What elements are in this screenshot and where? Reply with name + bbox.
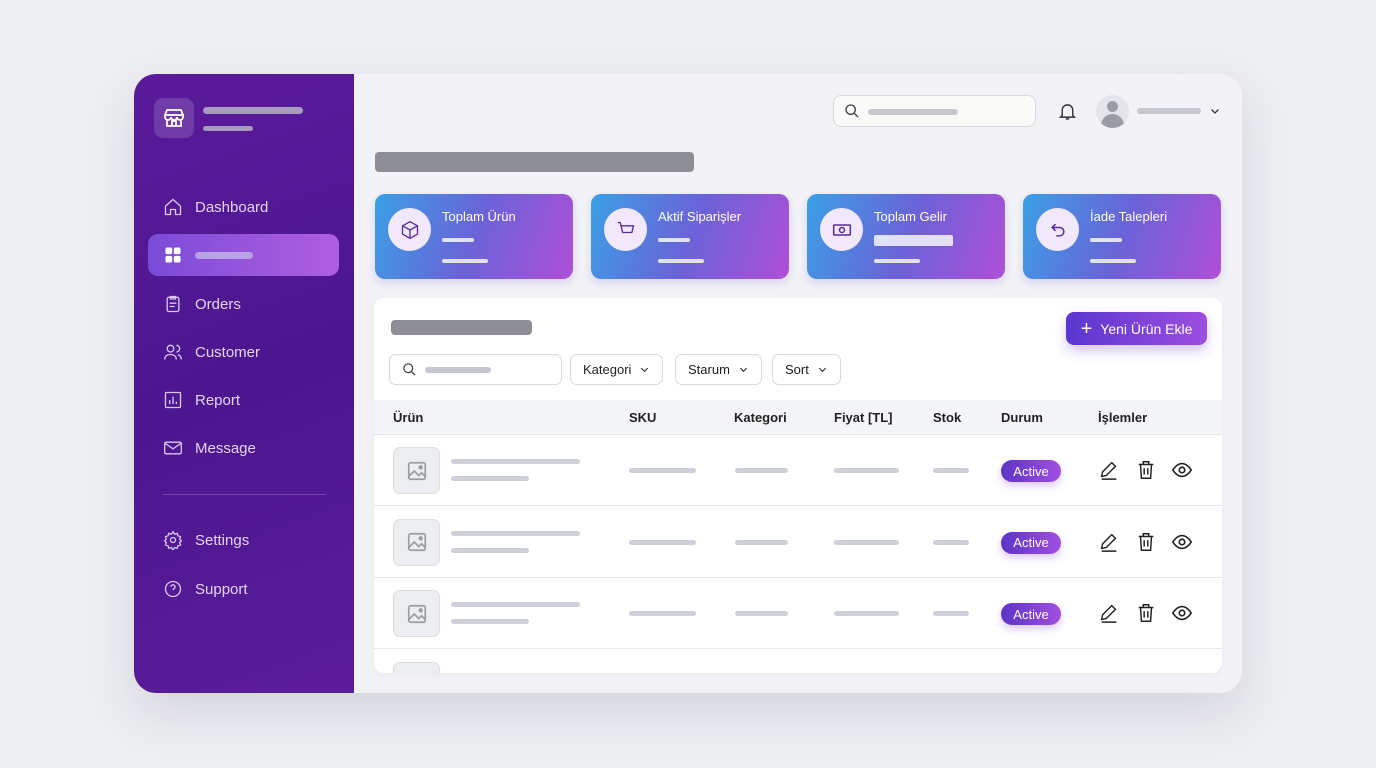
plus-icon: + — [1080, 317, 1093, 340]
grid-icon — [165, 247, 181, 263]
global-search-input[interactable] — [833, 95, 1036, 127]
search-icon — [403, 363, 416, 376]
app-window: Dashboard Orders Customer Report Message… — [134, 74, 1242, 693]
sidebar-item-label: Dashboard — [195, 198, 269, 216]
sidebar-item-label: Report — [195, 391, 241, 409]
table-row[interactable]: Active — [374, 435, 1222, 506]
box-icon — [401, 220, 418, 239]
stat-title: Aktif Siparişler — [658, 209, 742, 224]
brand-sub-placeholder — [203, 126, 253, 131]
status-badge: Active — [1001, 603, 1061, 625]
column-header[interactable]: Durum — [1001, 410, 1043, 425]
money-icon — [832, 223, 851, 236]
column-header[interactable]: Fiyat [TL] — [834, 410, 893, 425]
table-row[interactable]: Active — [374, 507, 1222, 578]
stat-title: Toplam Gelir — [874, 209, 947, 224]
sidebar-item-customer[interactable]: Customer — [148, 331, 339, 373]
trash-icon[interactable] — [1135, 602, 1157, 624]
stat-card-active-orders: Aktif Siparişler — [591, 194, 789, 279]
user-name-placeholder — [1137, 108, 1201, 114]
chevron-down-icon[interactable] — [1209, 105, 1221, 117]
return-icon — [1050, 223, 1065, 237]
users-icon — [164, 344, 182, 360]
table-header: Ürün SKU Kategori Fiyat [TL] Stok Durum … — [374, 400, 1222, 435]
search-placeholder — [868, 109, 958, 115]
sidebar-item-support[interactable]: Support — [148, 568, 339, 610]
category-filter-dropdown[interactable]: Kategori — [570, 354, 664, 385]
status-filter-dropdown[interactable]: Starum — [675, 354, 762, 385]
edit-icon[interactable] — [1098, 531, 1120, 553]
image-placeholder-icon — [393, 590, 440, 637]
sidebar-item-label: Support — [195, 580, 248, 598]
products-panel: + Yeni Ürün Ekle Kategori Starum Sort Ürü… — [374, 298, 1222, 673]
edit-icon[interactable] — [1098, 459, 1120, 481]
sidebar-item-label: Message — [195, 439, 256, 457]
column-header[interactable]: Kategori — [734, 410, 787, 425]
stat-title: İade Talepleri — [1090, 209, 1168, 224]
table-row[interactable] — [374, 650, 1222, 673]
stat-card-total-revenue: Toplam Gelir — [807, 194, 1005, 279]
sidebar-item-settings[interactable]: Settings — [148, 519, 339, 561]
column-header[interactable]: Ürün — [393, 410, 424, 425]
page-title-placeholder — [375, 152, 694, 172]
bar-chart-icon — [164, 391, 182, 409]
sidebar-item-label-placeholder — [195, 251, 253, 259]
gear-icon — [163, 530, 183, 550]
trash-icon[interactable] — [1135, 531, 1157, 553]
eye-icon[interactable] — [1171, 602, 1193, 624]
status-badge: Active — [1001, 531, 1061, 554]
sidebar-item-label: Orders — [195, 295, 241, 313]
status-badge: Active — [1001, 460, 1061, 482]
status-badge-partial — [1007, 672, 1055, 673]
column-header[interactable]: Stok — [933, 410, 962, 425]
cart-icon — [617, 221, 634, 237]
chevron-down-icon — [818, 367, 826, 373]
table-search-input[interactable] — [389, 354, 562, 385]
eye-icon[interactable] — [1171, 459, 1193, 481]
add-product-button[interactable]: + Yeni Ürün Ekle — [1066, 312, 1207, 345]
image-placeholder-icon — [393, 447, 440, 494]
sidebar-item-label: Settings — [195, 531, 250, 549]
table-row[interactable]: Active — [374, 578, 1222, 649]
sidebar-item-message[interactable]: Message — [148, 427, 339, 469]
image-placeholder-icon — [393, 518, 440, 566]
chevron-down-icon — [641, 367, 649, 373]
edit-icon[interactable] — [1098, 602, 1120, 624]
trash-icon[interactable] — [1135, 459, 1157, 481]
panel-title-placeholder — [391, 320, 532, 335]
sidebar-item-label: Customer — [195, 343, 261, 361]
column-header: İşlemler — [1098, 410, 1148, 425]
clipboard-icon — [166, 295, 180, 313]
avatar[interactable] — [1096, 95, 1129, 128]
sidebar-item-report[interactable]: Report — [148, 379, 339, 421]
stat-title: Toplam Ürün — [442, 209, 516, 224]
sidebar-divider — [163, 494, 326, 495]
image-placeholder-icon — [393, 661, 440, 673]
eye-icon[interactable] — [1171, 531, 1193, 553]
mail-icon — [164, 441, 182, 455]
home-icon — [164, 198, 182, 216]
stat-card-return-requests: İade Talepleri — [1023, 194, 1221, 279]
help-icon — [164, 580, 182, 598]
sidebar-item-orders[interactable]: Orders — [148, 283, 339, 325]
sidebar: Dashboard Orders Customer Report Message… — [134, 74, 354, 693]
stat-card-total-products: Toplam Ürün — [375, 194, 573, 279]
brand-name-placeholder — [203, 107, 303, 114]
store-logo-icon — [154, 98, 194, 138]
sort-dropdown[interactable]: Sort — [772, 354, 841, 385]
column-header[interactable]: SKU — [629, 410, 657, 425]
bell-icon[interactable] — [1057, 100, 1078, 122]
search-icon — [845, 104, 859, 118]
sidebar-item-dashboard[interactable]: Dashboard — [148, 186, 339, 228]
chevron-down-icon — [739, 367, 748, 373]
sidebar-item-products[interactable] — [148, 234, 339, 276]
